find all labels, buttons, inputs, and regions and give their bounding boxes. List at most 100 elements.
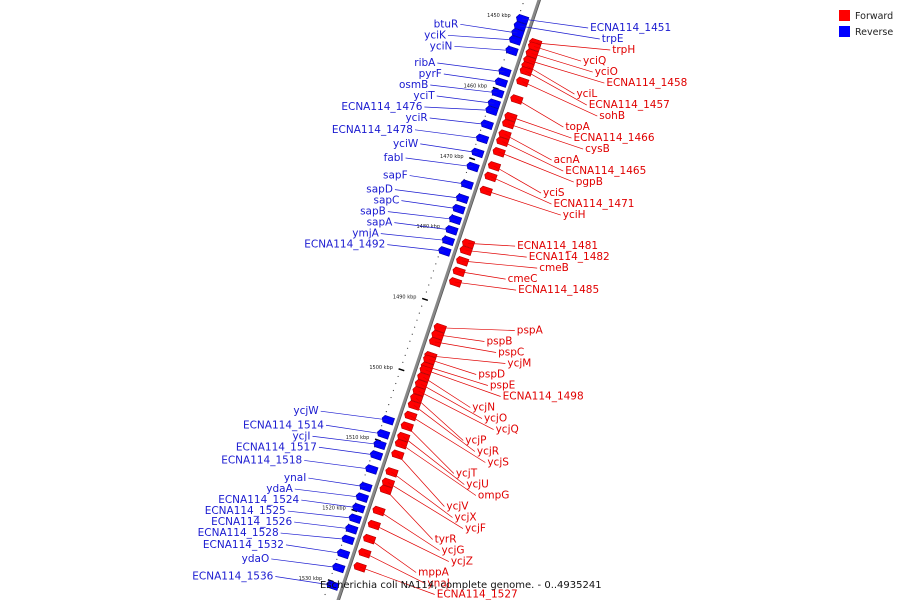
gene-feature[interactable] xyxy=(480,119,494,131)
gene-label[interactable]: pspA xyxy=(517,325,544,337)
gene-label[interactable]: trpE xyxy=(602,33,624,45)
gene-label[interactable]: sapB xyxy=(360,206,386,218)
gene-feature[interactable] xyxy=(487,98,501,109)
gene-label[interactable]: ECNA114_1527 xyxy=(437,589,518,601)
gene-label[interactable]: ycjX xyxy=(454,512,476,524)
gene-label[interactable]: acnA xyxy=(554,154,581,166)
gene-feature[interactable] xyxy=(491,87,505,99)
gene-label[interactable]: ycjU xyxy=(466,479,489,491)
gene-feature[interactable] xyxy=(373,439,387,451)
gene-label[interactable]: ECNA114_1478 xyxy=(332,124,413,136)
gene-label[interactable]: ydaA xyxy=(266,483,293,495)
gene-label[interactable]: ECNA114_1518 xyxy=(221,454,302,466)
gene-label[interactable]: ECNA114_1517 xyxy=(236,441,317,453)
gene-label[interactable]: ymjA xyxy=(352,228,379,240)
gene-label[interactable]: yciR xyxy=(405,112,427,124)
gene-label[interactable]: ECNA114_1485 xyxy=(518,284,599,296)
gene-label[interactable]: ECNA114_1536 xyxy=(192,571,273,583)
gene-feature[interactable] xyxy=(364,464,379,475)
gene-label[interactable]: sohB xyxy=(599,110,625,122)
gene-label[interactable]: ECNA114_1466 xyxy=(573,132,654,144)
gene-label[interactable]: yciT xyxy=(413,90,435,102)
gene-label[interactable]: ycjM xyxy=(507,358,531,370)
gene-feature[interactable] xyxy=(359,481,373,493)
gene-label[interactable]: cmeB xyxy=(539,262,569,274)
gene-label[interactable]: ycjV xyxy=(446,501,469,513)
gene-feature[interactable] xyxy=(508,35,523,46)
gene-feature[interactable] xyxy=(376,429,391,440)
gene-label[interactable]: yciS xyxy=(543,187,565,199)
gene-label[interactable]: ECNA114_1528 xyxy=(198,527,279,539)
gene-label[interactable]: ycjO xyxy=(484,413,507,425)
gene-label[interactable]: trpH xyxy=(612,44,635,56)
gene-feature[interactable] xyxy=(471,147,485,159)
gene-label[interactable]: ycjW xyxy=(293,405,319,417)
gene-label[interactable]: ECNA114_1465 xyxy=(565,165,646,177)
gene-label[interactable]: yciW xyxy=(393,138,419,150)
gene-label[interactable]: ycjQ xyxy=(496,424,519,436)
gene-label[interactable]: pyrF xyxy=(419,68,442,80)
gene-label[interactable]: fabI xyxy=(384,152,404,164)
gene-label[interactable]: ECNA114_1458 xyxy=(606,77,687,89)
gene-label[interactable]: ribA xyxy=(414,57,436,69)
gene-feature[interactable] xyxy=(326,580,340,591)
gene-label[interactable]: yciK xyxy=(424,29,447,41)
gene-label[interactable]: ompG xyxy=(478,490,509,502)
gene-label[interactable]: ynaJ xyxy=(427,578,449,590)
gene-feature[interactable] xyxy=(355,492,370,503)
gene-label[interactable]: mppA xyxy=(418,567,450,579)
gene-feature[interactable] xyxy=(344,524,359,535)
gene-feature[interactable] xyxy=(511,28,525,39)
gene-feature[interactable] xyxy=(348,513,362,525)
gene-label[interactable]: sapC xyxy=(373,195,399,207)
gene-feature[interactable] xyxy=(381,414,395,426)
gene-label[interactable]: yciQ xyxy=(583,55,606,67)
gene-feature[interactable] xyxy=(505,45,519,57)
gene-feature[interactable] xyxy=(441,235,456,247)
gene-label[interactable]: ECNA114_1532 xyxy=(203,539,284,551)
gene-label[interactable]: ycjP xyxy=(465,435,486,447)
gene-label[interactable]: ECNA114_1476 xyxy=(341,101,422,113)
gene-label[interactable]: ECNA114_1526 xyxy=(211,516,292,528)
gene-feature[interactable] xyxy=(341,534,355,546)
gene-label[interactable]: yciH xyxy=(563,209,586,221)
gene-label[interactable]: ycjS xyxy=(487,457,509,469)
gene-label[interactable]: pspD xyxy=(478,369,505,381)
gene-feature[interactable] xyxy=(460,179,474,190)
gene-label[interactable]: ycjF xyxy=(465,523,486,535)
gene-feature[interactable] xyxy=(455,193,470,204)
gene-label[interactable]: ECNA114_1482 xyxy=(529,251,610,263)
gene-label[interactable]: ycjT xyxy=(456,468,478,480)
gene-feature[interactable] xyxy=(448,214,463,226)
gene-feature[interactable] xyxy=(466,161,480,173)
gene-label[interactable]: ECNA114_1524 xyxy=(218,494,299,506)
gene-feature[interactable] xyxy=(485,105,499,117)
gene-label[interactable]: ycjZ xyxy=(451,556,473,568)
gene-label[interactable]: ycjG xyxy=(442,545,465,557)
gene-feature[interactable] xyxy=(336,548,351,560)
gene-label[interactable]: sapA xyxy=(367,217,394,229)
gene-label[interactable]: ynaI xyxy=(284,472,306,484)
gene-label[interactable]: ECNA114_1457 xyxy=(589,99,670,111)
gene-label[interactable]: pspB xyxy=(486,336,512,348)
gene-label[interactable]: osmB xyxy=(399,79,428,91)
gene-label[interactable]: pspC xyxy=(498,347,524,359)
gene-label[interactable]: tyrR xyxy=(435,534,457,546)
gene-feature[interactable] xyxy=(498,66,512,78)
gene-feature[interactable] xyxy=(452,203,466,215)
gene-label[interactable]: yciL xyxy=(576,88,597,100)
gene-label[interactable]: ydaO xyxy=(242,553,270,565)
gene-label[interactable]: cysB xyxy=(585,143,610,155)
gene-label[interactable]: topA xyxy=(565,121,590,133)
gene-label[interactable]: ECNA114_1451 xyxy=(590,22,671,34)
gene-label[interactable]: ECNA114_1498 xyxy=(503,391,584,403)
gene-label[interactable]: ECNA114_1481 xyxy=(517,240,598,252)
gene-label[interactable]: ycjI xyxy=(292,430,310,442)
gene-label[interactable]: ECNA114_1471 xyxy=(553,198,634,210)
gene-label[interactable]: btuR xyxy=(434,18,459,30)
gene-feature[interactable] xyxy=(352,502,366,514)
gene-label[interactable]: ECNA114_1514 xyxy=(243,419,324,431)
gene-feature[interactable] xyxy=(475,133,490,145)
